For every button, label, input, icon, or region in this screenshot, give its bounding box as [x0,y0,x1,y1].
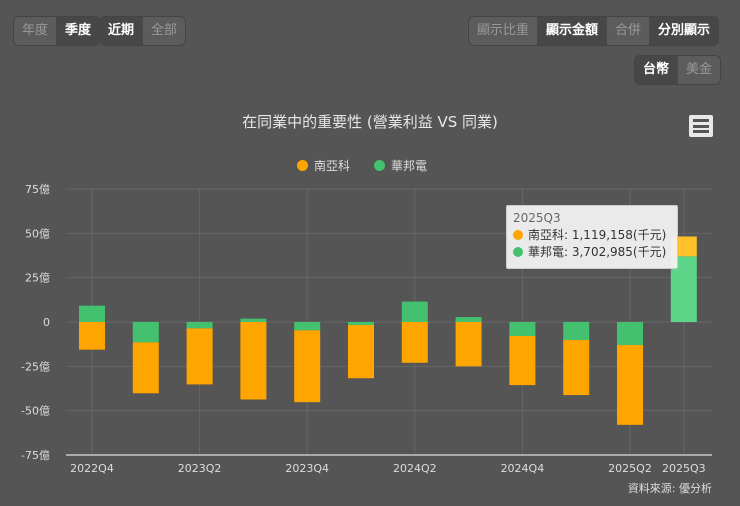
bar-nanya [132,342,159,394]
bar-nanya [186,328,213,385]
nanya-dot [513,230,523,240]
display-toggle: 顯示比重 顯示金額 合併 分別顯示 [468,16,720,46]
tooltip-value: 華邦電: 3,702,985(千元) [528,245,667,259]
y-tick-label: -25億 [21,360,50,373]
legend-item-winbond[interactable]: 華邦電 [374,157,427,174]
combined-button[interactable]: 合併 [606,17,649,45]
bar-winbond [401,301,428,322]
legend-item-nanya[interactable]: 南亞科 [297,157,350,174]
x-tick-label: 2023Q4 [285,462,329,475]
tooltip-row: 南亞科: 1,119,158(千元) [513,227,671,244]
y-tick-label: 25億 [25,272,50,285]
currency-toggle: 台幣 美金 [634,55,722,85]
x-tick-label: 2024Q4 [501,462,545,475]
y-tick-label: -75億 [21,449,50,462]
bar-winbond [240,318,267,322]
bar-winbond [294,322,321,331]
bar-nanya [617,345,643,425]
twd-button[interactable]: 台幣 [635,56,678,84]
chart-title: 在同業中的重要性 (營業利益 VS 同業) [242,113,498,131]
bar-nanya [348,325,374,379]
quarterly-button[interactable]: 季度 [56,17,100,45]
legend-label: 南亞科 [314,159,351,173]
winbond-dot [513,247,523,257]
bar-nanya [563,340,590,396]
bar-winbond [348,322,374,326]
bar-nanya [79,322,105,350]
all-button[interactable]: 全部 [142,17,185,45]
range-toggle: 近期 全部 [99,16,187,46]
bar-nanya [455,322,482,367]
bar-winbond [563,322,590,341]
bar-winbond [79,305,105,322]
x-tick-label: 2024Q2 [393,462,437,475]
x-tick-label: 2023Q2 [178,462,222,475]
hamburger-menu-icon[interactable] [689,115,713,137]
bar-nanya [240,322,267,400]
bar-winbond [132,322,159,343]
x-tick-label: 2025Q2 [608,462,652,475]
annual-button[interactable]: 年度 [22,23,49,38]
x-tick-label: 2022Q4 [70,462,114,475]
bar-winbond [617,322,643,346]
bar-winbond [509,322,536,337]
recent-button[interactable]: 近期 [100,17,143,45]
legend-dot [297,160,308,171]
y-tick-label: 50億 [25,227,50,240]
show-ratio-button[interactable]: 顯示比重 [477,23,530,38]
tooltip-title: 2025Q3 [513,211,561,225]
tooltip-value: 南亞科: 1,119,158(千元) [528,228,667,242]
bar-nanya [401,322,428,363]
legend-label: 華邦電 [391,159,428,173]
separate-button[interactable]: 分別顯示 [649,17,719,45]
x-tick-label: 2025Q3 [662,462,706,475]
legend-dot [374,160,385,171]
period-toggle: 年度 季度 [13,16,101,46]
bar-winbond [186,322,213,329]
y-tick-label: 75億 [25,183,50,196]
y-tick-label: -50億 [21,405,50,418]
tooltip: 2025Q3 南亞科: 1,119,158(千元) 華邦電: 3,702,985… [506,205,678,269]
usd-button[interactable]: 美金 [677,56,720,84]
tooltip-row: 華邦電: 3,702,985(千元) [513,244,671,261]
y-tick-label: 0 [43,316,50,329]
bar-nanya [294,330,321,403]
bar-nanya [509,336,536,386]
bar-winbond [455,317,482,322]
data-source: 資料來源: 優分析 [627,482,712,495]
show-amount-button[interactable]: 顯示金額 [537,17,607,45]
